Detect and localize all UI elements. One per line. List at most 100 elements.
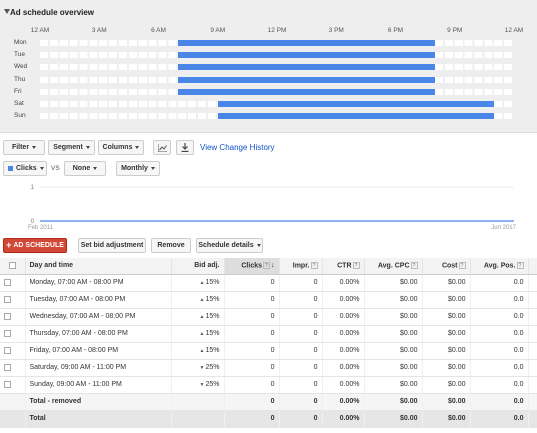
table-row[interactable]: Thursday, 07:00 AM - 08:00 PM ▲15% 0 0 0.00%…: [0, 325, 537, 343]
bid-adj-cell[interactable]: ▲15%: [171, 325, 225, 343]
row-checkbox[interactable]: [4, 295, 11, 303]
schedule-details-button[interactable]: Schedule details: [196, 238, 263, 253]
day-time-cell[interactable]: Monday, 07:00 AM - 08:00 PM: [25, 274, 172, 292]
empty-cell: [171, 410, 225, 428]
select-all-checkbox[interactable]: [8, 262, 16, 270]
table-row[interactable]: Tuesday, 07:00 AM - 08:00 PM ▲15% 0 0 0.00% $…: [0, 291, 537, 309]
row-checkbox[interactable]: [4, 329, 11, 337]
metric1-label: Clicks: [16, 165, 37, 172]
header-bid[interactable]: Bid adj.: [171, 258, 225, 275]
header-pos[interactable]: Avg. Pos.?: [470, 258, 529, 275]
view-change-history-link[interactable]: View Change History: [200, 143, 275, 152]
chart-toggle-button[interactable]: [153, 140, 171, 155]
day-track[interactable]: [40, 88, 514, 95]
row-checkbox[interactable]: [4, 363, 11, 371]
day-time-cell[interactable]: Sunday, 09:00 AM - 11:00 PM: [25, 376, 172, 394]
schedule-bar[interactable]: [217, 113, 495, 120]
help-icon[interactable]: ?: [458, 262, 466, 270]
bid-adj-cell[interactable]: ▼25%: [171, 359, 225, 377]
header-cost[interactable]: Cost?: [422, 258, 471, 275]
table-row[interactable]: Sunday, 09:00 AM - 11:00 PM ▼25% 0 0 0.00% $0…: [0, 376, 537, 394]
overview-title[interactable]: Ad schedule overview: [10, 8, 95, 17]
remove-label: Remove: [157, 242, 185, 249]
ctr-cell: 0.00%: [322, 325, 365, 343]
schedule-bar[interactable]: [178, 52, 435, 59]
header-clicks[interactable]: Clicks? ↓: [224, 258, 280, 275]
header-pos-label: Avg. Pos.: [483, 262, 516, 270]
cpc-cell: $0.00: [364, 359, 423, 377]
help-icon[interactable]: ?: [516, 262, 524, 270]
day-track[interactable]: [40, 40, 514, 46]
day-track[interactable]: [40, 64, 514, 71]
header-ctr[interactable]: CTR?: [322, 258, 365, 275]
segment-button[interactable]: Segment: [48, 140, 95, 155]
row-checkbox[interactable]: [4, 312, 11, 320]
table-row[interactable]: Monday, 07:00 AM - 08:00 PM ▲15% 0 0 0.00% $0…: [0, 274, 537, 292]
day-label: Sun: [14, 112, 26, 120]
schedule-bar[interactable]: [178, 88, 435, 95]
bid-value: 15%: [205, 296, 220, 303]
cpc-cell: $0.00: [364, 342, 423, 360]
set-bid-adjustment-button[interactable]: Set bid adjustment: [78, 238, 146, 253]
table-row[interactable]: Friday, 07:00 AM - 08:00 PM ▲15% 0 0 0.00% $0…: [0, 342, 537, 360]
day-track[interactable]: [40, 101, 514, 107]
segment-label: Segment: [53, 144, 83, 151]
row-checkbox[interactable]: [4, 278, 11, 286]
schedule-bar[interactable]: [178, 64, 435, 71]
schedule-bar[interactable]: [217, 101, 495, 107]
pos-cell: 0.0: [470, 410, 529, 428]
day-time-cell[interactable]: Thursday, 07:00 AM - 08:00 PM: [25, 325, 172, 343]
metric2-select[interactable]: None: [64, 161, 106, 176]
cost-cell: $0.00: [422, 359, 471, 377]
table-row[interactable]: Saturday, 09:00 AM - 11:00 PM ▼25% 0 0 0.00%…: [0, 359, 537, 377]
day-time-cell[interactable]: Wednesday, 07:00 AM - 08:00 PM: [25, 308, 172, 326]
bid-adj-cell[interactable]: ▲15%: [171, 291, 225, 309]
header-day[interactable]: Day and time: [25, 258, 172, 275]
set-bid-label: Set bid adjustment: [80, 242, 144, 249]
collapse-caret-icon[interactable]: [4, 9, 10, 14]
day-track[interactable]: [40, 76, 514, 83]
day-track[interactable]: [40, 113, 514, 120]
day-time-cell[interactable]: Tuesday, 07:00 AM - 08:00 PM: [25, 291, 172, 309]
summary-label-cell: Total - removed: [25, 393, 172, 411]
columns-button[interactable]: Columns: [98, 140, 144, 155]
bid-adj-cell[interactable]: ▲15%: [171, 274, 225, 292]
pos-cell: 0.0: [470, 376, 529, 394]
download-button[interactable]: [176, 140, 194, 155]
schedule-bar[interactable]: [178, 76, 435, 83]
clicks-cell: 0: [224, 393, 280, 411]
bid-adj-cell[interactable]: ▼25%: [171, 376, 225, 394]
help-icon[interactable]: ?: [310, 262, 318, 270]
table-row[interactable]: Wednesday, 07:00 AM - 08:00 PM ▲15% 0 0 0.00…: [0, 308, 537, 326]
header-cpc[interactable]: Avg. CPC?: [364, 258, 423, 275]
day-time-cell[interactable]: Saturday, 09:00 AM - 11:00 PM: [25, 359, 172, 377]
filter-button[interactable]: Filter: [3, 140, 45, 155]
extra-cell: [528, 359, 537, 377]
add-schedule-button[interactable]: + AD SCHEDULE: [3, 238, 67, 253]
bid-adj-cell[interactable]: ▲15%: [171, 308, 225, 326]
ctr-cell: 0.00%: [322, 410, 365, 428]
day-track[interactable]: [40, 52, 514, 59]
period-select[interactable]: Monthly: [116, 161, 160, 176]
day-time-cell[interactable]: Friday, 07:00 AM - 08:00 PM: [25, 342, 172, 360]
clicks-cell: 0: [224, 342, 280, 360]
metric1-select[interactable]: Clicks: [3, 161, 47, 176]
bid-value: 15%: [205, 279, 220, 286]
ctr-cell: 0.00%: [322, 376, 365, 394]
remove-button[interactable]: Remove: [151, 238, 191, 253]
arrow-up-icon: ▲: [199, 348, 205, 354]
schedule-bar[interactable]: [178, 40, 435, 46]
bid-value: 25%: [205, 381, 220, 388]
ctr-cell: 0.00%: [322, 274, 365, 292]
bid-adj-cell[interactable]: ▲15%: [171, 342, 225, 360]
impr-cell: 0: [279, 274, 323, 292]
row-checkbox[interactable]: [4, 346, 11, 354]
help-icon[interactable]: ?: [263, 262, 270, 270]
header-impr[interactable]: Impr.?: [279, 258, 323, 275]
add-schedule-label: AD SCHEDULE: [13, 242, 64, 249]
header-impr-label: Impr.: [292, 262, 310, 270]
row-checkbox[interactable]: [4, 380, 11, 388]
help-icon[interactable]: ?: [352, 262, 360, 270]
pos-cell: 0.0: [470, 342, 529, 360]
help-icon[interactable]: ?: [410, 262, 418, 270]
